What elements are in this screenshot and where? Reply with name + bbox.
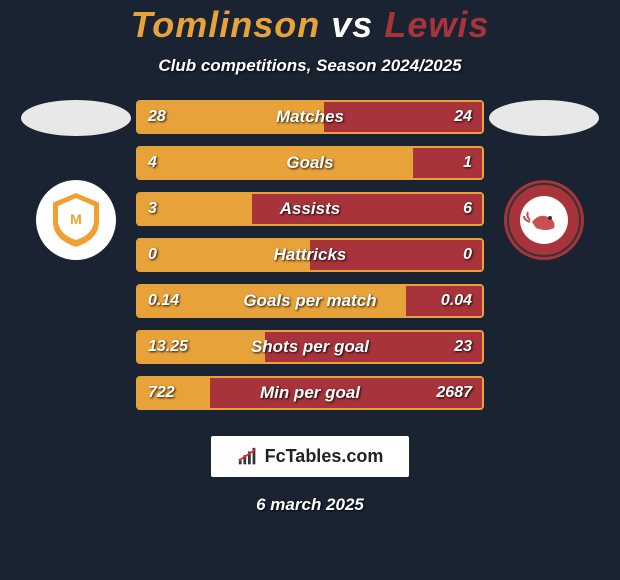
brand-logo-box: FcTables.com [211, 436, 410, 477]
vs-separator: vs [320, 4, 384, 45]
brand-chart-icon [237, 447, 259, 467]
stat-row: 4Goals1 [136, 146, 484, 180]
stat-row: 28Matches24 [136, 100, 484, 134]
stat-right-value: 0 [463, 246, 472, 264]
date-text: 6 march 2025 [256, 495, 364, 515]
stat-row: 722Min per goal2687 [136, 376, 484, 410]
stat-row: 3Assists6 [136, 192, 484, 226]
player2-name: Lewis [384, 4, 489, 45]
left-side-column: M [16, 100, 136, 260]
stats-column: 28Matches24 4Goals1 3Assists6 0Hattricks0 0.… [136, 100, 484, 410]
stat-label: Min per goal [138, 383, 482, 403]
right-side-column [484, 100, 604, 260]
stat-right-value: 6 [463, 200, 472, 218]
stat-right-value: 24 [454, 108, 472, 126]
stat-right-value: 2687 [436, 384, 472, 402]
stat-row: 13.25Shots per goal23 [136, 330, 484, 364]
stat-right-value: 1 [463, 154, 472, 172]
stat-label: Matches [138, 107, 482, 127]
stats-area: M 28Matches244Goals13Assists60Hattricks0… [0, 100, 620, 410]
infographic-container: Tomlinson vs Lewis Club competitions, Se… [0, 0, 620, 580]
stat-right-value: 23 [454, 338, 472, 356]
player1-name: Tomlinson [131, 4, 321, 45]
stat-right-value: 0.04 [441, 292, 472, 310]
stat-row: 0.14Goals per match0.04 [136, 284, 484, 318]
player2-silhouette [489, 100, 599, 136]
stat-label: Assists [138, 199, 482, 219]
stat-label: Hattricks [138, 245, 482, 265]
player1-silhouette [21, 100, 131, 136]
brand-name: FcTables.com [265, 446, 384, 467]
stat-label: Shots per goal [138, 337, 482, 357]
club-badge-left: M [36, 180, 116, 260]
subtitle: Club competitions, Season 2024/2025 [158, 56, 461, 76]
club-badge-right [504, 180, 584, 260]
comparison-title: Tomlinson vs Lewis [131, 4, 490, 46]
svg-text:M: M [70, 211, 82, 227]
stat-row: 0Hattricks0 [136, 238, 484, 272]
stat-label: Goals per match [138, 291, 482, 311]
mk-dons-badge-icon: M [44, 188, 108, 252]
stat-label: Goals [138, 153, 482, 173]
morecambe-badge-icon [506, 182, 582, 258]
